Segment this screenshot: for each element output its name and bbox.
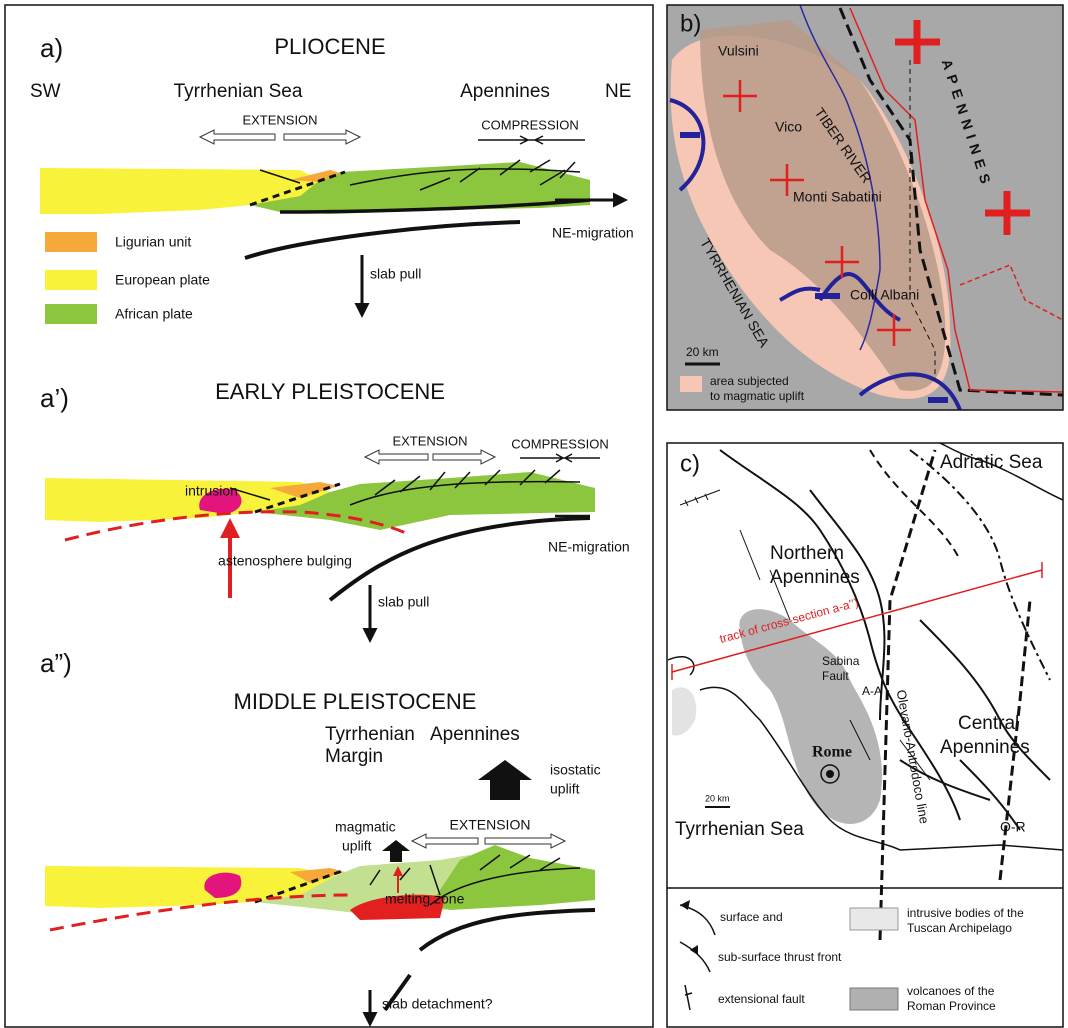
slab	[420, 910, 595, 950]
compression-arrows	[478, 136, 585, 144]
fault-label: O-R	[1000, 819, 1026, 835]
scale-label: 20 km	[686, 345, 719, 359]
city-label: Rome	[812, 744, 852, 761]
slab-label: slab detachment?	[382, 996, 493, 1012]
place: Tyrrhenian Sea	[675, 819, 804, 840]
magmatic-label: magmatic	[335, 819, 396, 835]
legend-label: to magmatic uplift	[710, 389, 805, 403]
legend-label: intrusive bodies of the	[907, 906, 1024, 920]
legend-label: surface and	[720, 910, 783, 924]
compression-label: COMPRESSION	[511, 436, 609, 451]
figure: a) PLIOCENE SW Tyrrhenian Sea Apennines …	[0, 0, 1068, 1028]
place: Apennines	[940, 737, 1030, 758]
rome-marker	[826, 770, 834, 778]
volcanoes	[739, 609, 882, 824]
legend-label: Roman Province	[907, 999, 996, 1013]
line-label: Olevano-Antrodoco line	[894, 689, 932, 825]
legend-label: extensional fault	[718, 992, 805, 1006]
legend-label: sub-surface thrust front	[718, 950, 842, 964]
panel-label: b)	[680, 10, 701, 37]
place: Margin	[325, 746, 383, 767]
scale-label: 20 km	[705, 793, 730, 803]
legend-label: volcanoes of the	[907, 984, 995, 998]
extension-arrows	[200, 130, 360, 144]
thrust-fronts	[720, 450, 1050, 940]
fault-label: Fault	[822, 669, 849, 683]
legend-label: Tuscan Archipelago	[907, 921, 1012, 935]
place: Apennines	[460, 81, 550, 102]
legend-swatch	[850, 988, 898, 1010]
title: PLIOCENE	[274, 34, 385, 59]
legend-swatch	[680, 376, 702, 392]
legend-symbols	[680, 905, 715, 1010]
magmatic-arrow	[382, 840, 410, 862]
compression-label: COMPRESSION	[481, 117, 579, 132]
panel-label: a’)	[40, 383, 69, 413]
bulging-label: astenosphere bulging	[218, 553, 352, 569]
place: Tyrrhenian	[325, 724, 415, 745]
legend-label: area subjected	[710, 374, 789, 388]
extension-label: EXTENSION	[450, 817, 531, 833]
panel-label: c)	[680, 450, 700, 477]
panel-c: track of cross-section a-a’’) c) Adriati…	[667, 443, 1063, 1027]
legend-swatch	[45, 232, 97, 252]
direction: NE	[605, 81, 631, 102]
place: Apennines	[770, 567, 860, 588]
isostatic-label: isostatic	[550, 762, 601, 778]
intrusion-label: intrusion	[185, 483, 238, 499]
panel-a: a) PLIOCENE SW Tyrrhenian Sea Apennines …	[30, 33, 634, 324]
title: MIDDLE PLEISTOCENE	[234, 689, 477, 714]
title: EARLY PLEISTOCENE	[215, 379, 445, 404]
panel-label: a)	[40, 33, 63, 63]
place: Central	[958, 713, 1019, 734]
direction: SW	[30, 81, 61, 102]
extension-label: EXTENSION	[392, 433, 467, 448]
extension-arrows	[365, 450, 495, 464]
shape	[910, 450, 1050, 680]
place: Colli Albani	[850, 287, 919, 303]
legend-swatch	[45, 270, 97, 290]
legend-swatch	[45, 304, 97, 324]
isostatic-arrow	[478, 760, 532, 800]
place: Adriatic Sea	[940, 452, 1043, 473]
legend-label: European plate	[115, 272, 210, 288]
compression-arrows	[520, 454, 600, 462]
fault-label: A-A	[862, 684, 882, 698]
slab	[245, 222, 520, 258]
fault-label: Sabina	[822, 654, 860, 668]
migration-label: NE-migration	[548, 539, 630, 555]
isostatic-label: uplift	[550, 781, 580, 797]
extension-label: EXTENSION	[242, 112, 317, 127]
place: Apennines	[430, 724, 520, 745]
slab-label: slab pull	[370, 266, 421, 282]
extension-arrows	[412, 834, 565, 848]
intrusive-body	[672, 687, 696, 735]
panel-label: a”)	[40, 648, 72, 678]
legend-label: Ligurian unit	[115, 234, 191, 250]
magmatic-label: uplift	[342, 838, 372, 854]
legend-label: African plate	[115, 306, 193, 322]
place: Monti Sabatini	[793, 189, 882, 205]
place: Vico	[775, 119, 802, 135]
panel-b: b) Vulsini Vico Monti Sabatini Colli Alb…	[667, 5, 1063, 410]
panel-a2: a”) MIDDLE PLEISTOCENE Tyrrhenian Margin…	[40, 648, 601, 1024]
place: Vulsini	[718, 43, 759, 59]
slab-label: slab pull	[378, 594, 429, 610]
place: Tyrrhenian Sea	[174, 81, 303, 102]
panel-a1: a’) EARLY PLEISTOCENE EXTENSION COMPRESS…	[40, 379, 630, 640]
melting-label: melting zone	[385, 891, 465, 907]
legend-swatch	[850, 908, 898, 930]
place: Northern	[770, 543, 844, 564]
migration-label: NE-migration	[552, 225, 634, 241]
